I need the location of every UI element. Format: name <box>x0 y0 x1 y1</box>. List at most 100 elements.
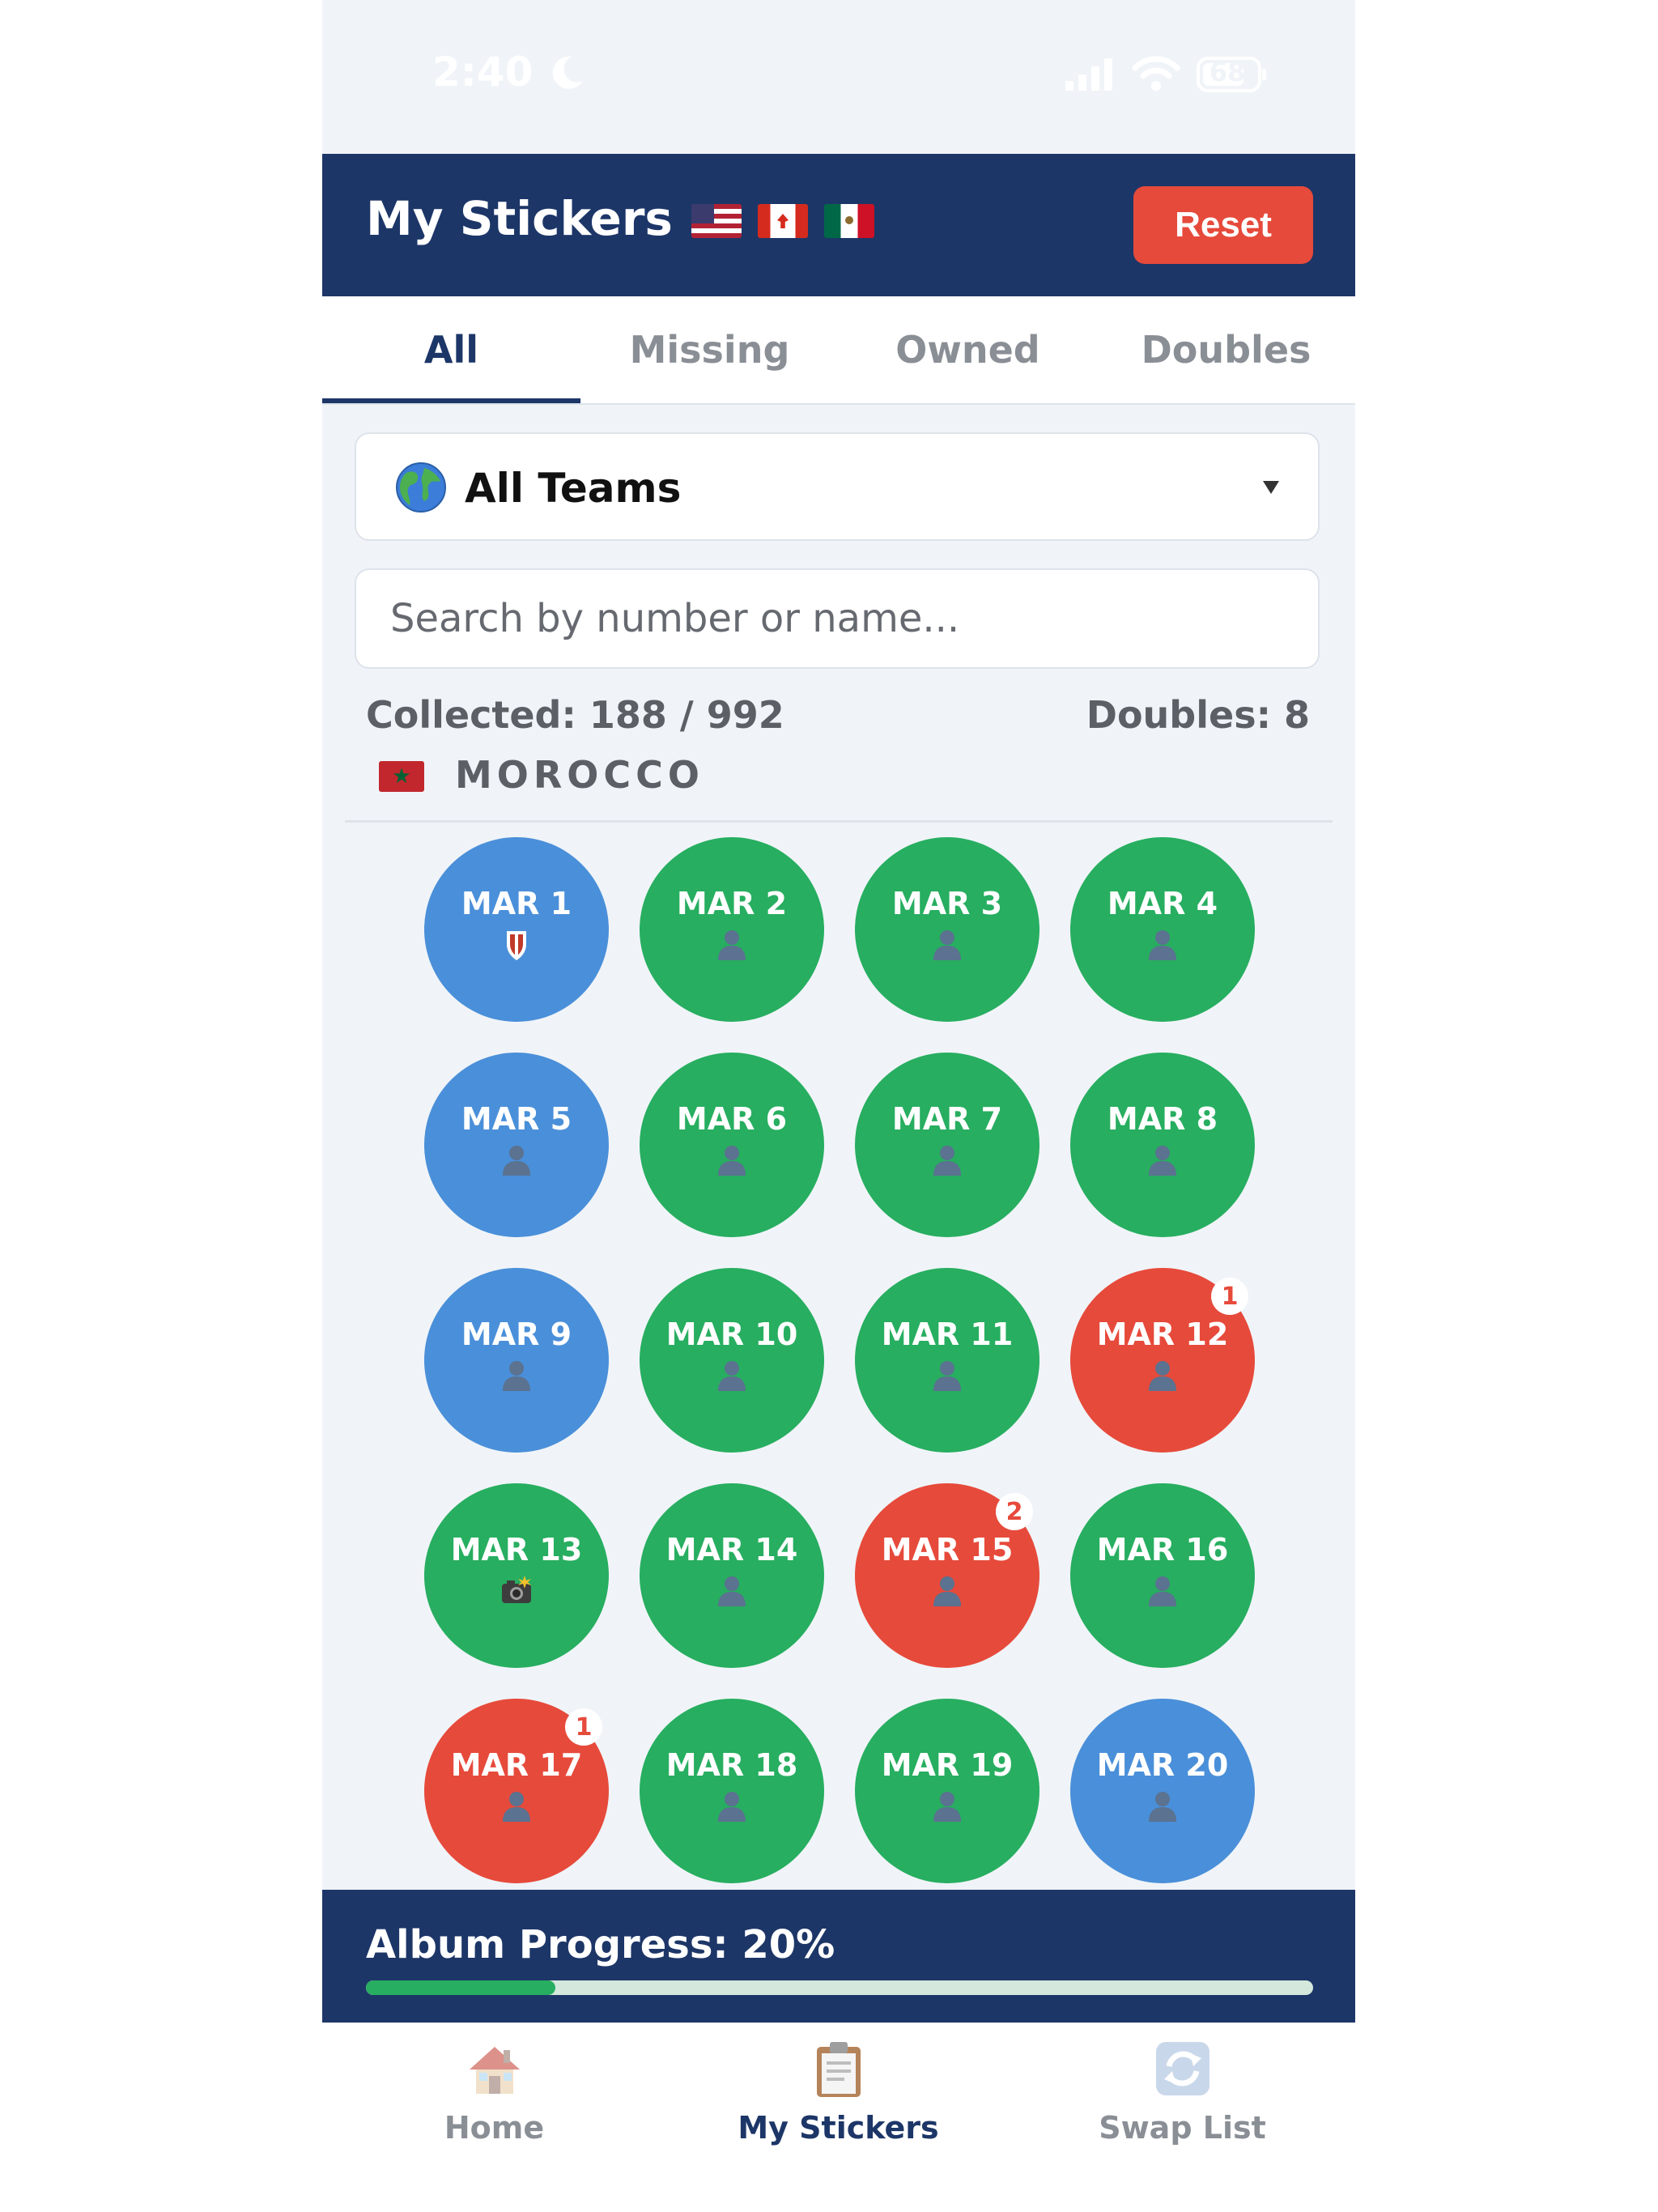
clipboard-icon <box>816 2042 861 2097</box>
player-icon <box>931 1352 963 1396</box>
sticker-label: MAR 8 <box>1107 1101 1218 1137</box>
collected-count: Collected: 188 / 992 <box>366 693 784 737</box>
double-count-badge: 1 <box>565 1708 602 1746</box>
progress-track <box>366 1980 1313 1995</box>
sticker-mar-2[interactable]: MAR 2 <box>640 837 824 1022</box>
sticker-label: MAR 1 <box>461 886 572 921</box>
sticker-label: MAR 20 <box>1096 1747 1229 1783</box>
player-icon <box>931 921 963 965</box>
player-icon <box>500 1137 533 1180</box>
usa-flag-icon <box>691 204 742 238</box>
player-icon <box>1146 921 1179 965</box>
sticker-label: MAR 11 <box>881 1317 1014 1352</box>
sticker-mar-8[interactable]: MAR 8 <box>1070 1053 1255 1237</box>
sticker-label: MAR 17 <box>450 1747 583 1783</box>
shield-icon <box>500 921 533 965</box>
nav-home[interactable]: Home <box>322 2039 666 2160</box>
sticker-mar-7[interactable]: MAR 7 <box>855 1053 1039 1237</box>
sticker-mar-1[interactable]: MAR 1 <box>424 837 609 1022</box>
sticker-grid: MAR 1 MAR 2 MAR 3 MAR 4 MAR 5 MAR 6 MAR 7 MAR 8… <box>322 837 1355 1890</box>
sticker-mar-18[interactable]: MAR 18 <box>640 1699 824 1883</box>
reset-button[interactable]: Reset <box>1133 186 1313 264</box>
double-count-badge: 1 <box>1211 1278 1248 1315</box>
signal-icon <box>1065 58 1112 91</box>
sticker-label: MAR 9 <box>461 1317 572 1352</box>
status-bar: 2:40 68 <box>322 0 1355 154</box>
sticker-mar-15[interactable]: MAR 15 2 <box>855 1483 1039 1668</box>
battery-icon <box>1197 57 1266 92</box>
player-icon <box>716 1568 748 1611</box>
team-name: MOROCCO <box>455 753 705 797</box>
sticker-mar-9[interactable]: MAR 9 <box>424 1268 609 1453</box>
progress-fill <box>366 1980 555 1995</box>
morocco-flag-icon <box>379 761 424 792</box>
sticker-label: MAR 14 <box>665 1532 798 1568</box>
sticker-label: MAR 18 <box>665 1747 798 1783</box>
sticker-mar-16[interactable]: MAR 16 <box>1070 1483 1255 1668</box>
team-select[interactable]: All Teams <box>355 432 1320 541</box>
sticker-label: MAR 2 <box>676 886 788 921</box>
tab-owned[interactable]: Owned <box>895 328 1040 372</box>
sticker-mar-13[interactable]: MAR 13 <box>424 1483 609 1668</box>
sticker-mar-20[interactable]: MAR 20 <box>1070 1699 1255 1883</box>
team-select-value: All Teams <box>465 465 682 512</box>
sticker-label: MAR 15 <box>881 1532 1014 1568</box>
sticker-label: MAR 3 <box>891 886 1003 921</box>
sticker-label: MAR 6 <box>676 1101 788 1137</box>
sticker-label: MAR 5 <box>461 1101 572 1137</box>
player-icon <box>1146 1352 1179 1396</box>
globe-icon <box>396 462 446 513</box>
nav-home-label: Home <box>444 2110 545 2146</box>
sticker-mar-3[interactable]: MAR 3 <box>855 837 1039 1022</box>
player-icon <box>716 1137 748 1180</box>
app-header: My Stickers Reset <box>322 154 1355 296</box>
swap-icon <box>1155 2042 1209 2095</box>
tab-missing[interactable]: Missing <box>629 328 790 372</box>
moon-icon <box>552 56 583 89</box>
page-title: My Stickers <box>366 191 673 246</box>
tab-doubles[interactable]: Doubles <box>1141 328 1312 372</box>
sticker-label: MAR 12 <box>1096 1317 1229 1352</box>
nav-swap-list-label: Swap List <box>1099 2110 1266 2146</box>
double-count-badge: 2 <box>996 1493 1033 1530</box>
battery-level: 68 <box>1209 57 1246 87</box>
active-tab-indicator <box>322 398 580 403</box>
sticker-label: MAR 19 <box>881 1747 1014 1783</box>
host-flags <box>691 204 874 238</box>
tab-all[interactable]: All <box>423 328 479 372</box>
sticker-label: MAR 13 <box>450 1532 583 1568</box>
sticker-mar-4[interactable]: MAR 4 <box>1070 837 1255 1022</box>
sticker-label: MAR 16 <box>1096 1532 1229 1568</box>
sticker-mar-10[interactable]: MAR 10 <box>640 1268 824 1453</box>
player-icon <box>716 1783 748 1827</box>
mexico-flag-icon <box>824 204 874 238</box>
sticker-mar-14[interactable]: MAR 14 <box>640 1483 824 1668</box>
bottom-nav: Home My Stickers Swap List <box>322 2023 1355 2212</box>
canada-flag-icon <box>758 204 808 238</box>
sticker-mar-6[interactable]: MAR 6 <box>640 1053 824 1237</box>
sticker-mar-5[interactable]: MAR 5 <box>424 1053 609 1237</box>
app-screen: 2:40 68 My Stickers Reset <box>322 0 1355 2212</box>
sticker-label: MAR 4 <box>1107 886 1218 921</box>
sticker-mar-19[interactable]: MAR 19 <box>855 1699 1039 1883</box>
filter-tabs: All Missing Owned Doubles <box>322 296 1355 405</box>
player-icon <box>931 1568 963 1611</box>
player-icon <box>931 1783 963 1827</box>
sticker-label: MAR 7 <box>891 1101 1003 1137</box>
divider <box>345 820 1333 823</box>
progress-label: Album Progress: 20% <box>366 1922 835 1967</box>
sticker-mar-17[interactable]: MAR 17 1 <box>424 1699 609 1883</box>
doubles-count: Doubles: 8 <box>1086 693 1310 737</box>
sticker-mar-12[interactable]: MAR 12 1 <box>1070 1268 1255 1453</box>
player-icon <box>1146 1568 1179 1611</box>
house-icon <box>469 2047 520 2094</box>
search-input[interactable] <box>355 568 1320 669</box>
album-progress: Album Progress: 20% <box>322 1890 1355 2023</box>
dropdown-arrow-icon <box>1263 481 1279 494</box>
player-icon <box>1146 1783 1179 1827</box>
sticker-mar-11[interactable]: MAR 11 <box>855 1268 1039 1453</box>
nav-swap-list[interactable]: Swap List <box>1010 2039 1354 2160</box>
player-icon <box>716 921 748 965</box>
nav-my-stickers[interactable]: My Stickers <box>666 2039 1010 2160</box>
wifi-icon <box>1132 56 1180 91</box>
